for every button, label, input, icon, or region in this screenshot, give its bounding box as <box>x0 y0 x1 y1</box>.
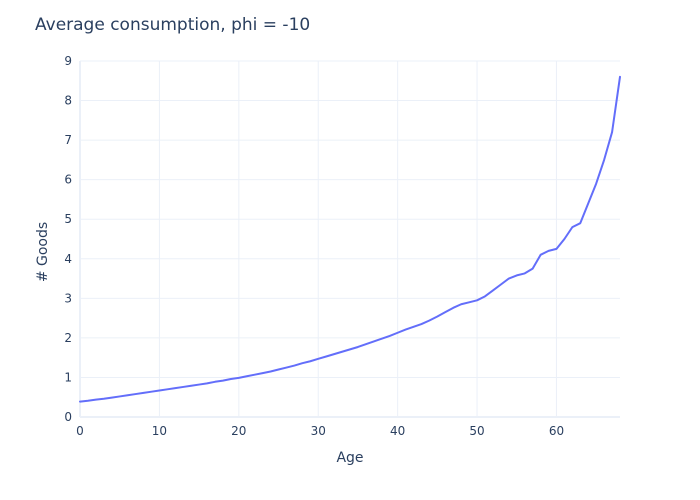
y-tick-label: 0 <box>64 410 72 424</box>
x-tick-label: 30 <box>311 424 326 438</box>
y-tick-label: 4 <box>64 252 72 266</box>
y-tick-label: 9 <box>64 54 72 68</box>
grid <box>79 60 620 418</box>
y-tick-label: 8 <box>64 94 72 108</box>
y-tick-label: 2 <box>64 331 72 345</box>
x-tick-label: 60 <box>549 424 564 438</box>
y-tick-label: 3 <box>64 291 72 305</box>
y-tick-label: 6 <box>64 173 72 187</box>
y-tick-label: 1 <box>64 370 72 384</box>
y-axis-ticks: 0 1 2 3 4 5 6 7 8 9 <box>64 54 72 424</box>
chart-title: Average consumption, phi = -10 <box>35 15 310 35</box>
consumption-line <box>79 75 621 403</box>
x-axis-ticks: 0 10 20 30 40 50 60 <box>76 424 564 438</box>
x-axis-title: Age <box>336 450 363 466</box>
y-axis-title: # Goods <box>35 222 51 282</box>
x-tick-label: 40 <box>390 424 405 438</box>
x-tick-label: 10 <box>152 424 167 438</box>
y-tick-label: 7 <box>64 133 72 147</box>
x-tick-label: 50 <box>469 424 484 438</box>
x-tick-label: 0 <box>76 424 84 438</box>
x-tick-label: 20 <box>231 424 246 438</box>
y-tick-label: 5 <box>64 212 72 226</box>
